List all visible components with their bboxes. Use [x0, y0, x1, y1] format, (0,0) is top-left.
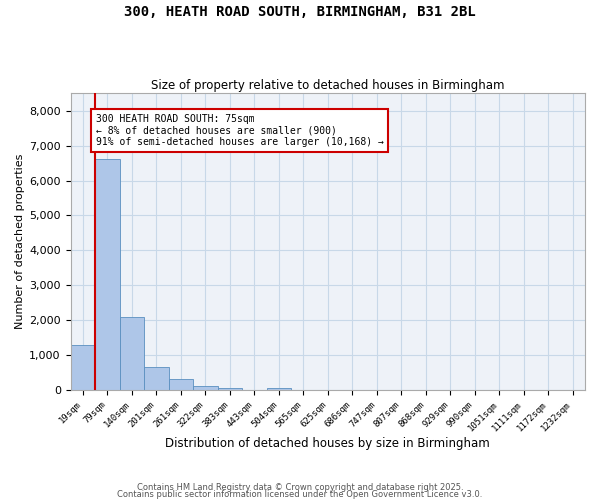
X-axis label: Distribution of detached houses by size in Birmingham: Distribution of detached houses by size …: [166, 437, 490, 450]
Y-axis label: Number of detached properties: Number of detached properties: [15, 154, 25, 330]
Bar: [95, 159, 119, 390]
Text: Contains public sector information licensed under the Open Government Licence v3: Contains public sector information licen…: [118, 490, 482, 499]
Bar: [193, 386, 218, 390]
Bar: [169, 380, 193, 390]
Title: Size of property relative to detached houses in Birmingham: Size of property relative to detached ho…: [151, 79, 505, 92]
Text: 300, HEATH ROAD SOUTH, BIRMINGHAM, B31 2BL: 300, HEATH ROAD SOUTH, BIRMINGHAM, B31 2…: [124, 5, 476, 19]
Bar: [144, 366, 169, 390]
Text: 300 HEATH ROAD SOUTH: 75sqm
← 8% of detached houses are smaller (900)
91% of sem: 300 HEATH ROAD SOUTH: 75sqm ← 8% of deta…: [95, 114, 383, 148]
Bar: [119, 317, 144, 390]
Bar: [218, 388, 242, 390]
Bar: [71, 344, 95, 390]
Text: Contains HM Land Registry data © Crown copyright and database right 2025.: Contains HM Land Registry data © Crown c…: [137, 484, 463, 492]
Bar: [266, 388, 291, 390]
